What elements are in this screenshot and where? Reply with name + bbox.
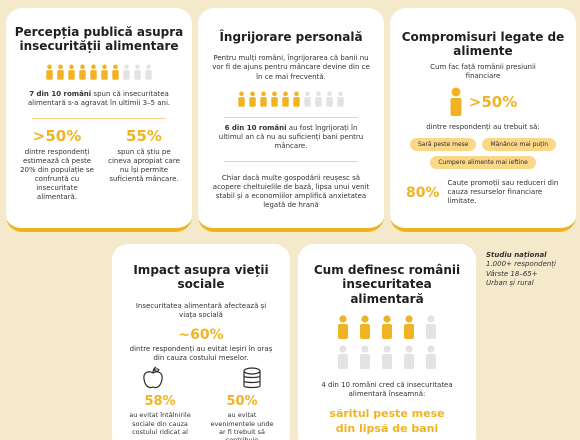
person-icon: [426, 315, 436, 340]
stat-7-of-10: 7 din 10 români spun că insecuritatea al…: [26, 90, 172, 108]
card-definition: Cum definesc românii insecuritatea alime…: [298, 244, 476, 440]
stat-text: au evitat întâlnirile sociale din cauza …: [129, 411, 191, 437]
stat-lead: 6 din 10 români: [224, 123, 287, 132]
person-icon: [260, 91, 267, 107]
divider: [224, 160, 358, 162]
person-icon: [338, 315, 348, 340]
person-icon: [46, 64, 53, 80]
person-icon: [360, 315, 370, 340]
people-icon-grid: [298, 315, 476, 370]
stats-row: >50% dintre respondenți estimează că pes…: [16, 127, 182, 203]
stat-value: 58%: [144, 394, 176, 410]
person-icon: [282, 91, 289, 107]
pill-row-2: Cumpere alimente mai ieftine: [390, 156, 576, 170]
person-icon: [450, 87, 462, 116]
bottom-stat: 80% Caute promoții sau reduceri din cauz…: [406, 179, 562, 206]
person-icon: [68, 64, 75, 80]
people-icon-row: [6, 64, 192, 80]
person-icon: [404, 315, 414, 340]
pill-cheaper-food: Cumpere alimente mai ieftine: [430, 156, 536, 170]
people-icon-row: [198, 91, 384, 107]
stat-value: 80%: [406, 184, 440, 201]
definition-text: 4 din 10 români cred că insecuritatea al…: [321, 381, 453, 399]
person-icon: [123, 64, 130, 80]
stat-value: 50%: [226, 394, 258, 410]
person-icon: [238, 91, 245, 107]
card-social-impact: Impact asupra vieții sociale Insecuritat…: [112, 244, 290, 440]
study-title: Studiu național: [486, 251, 547, 259]
stat-value: 55%: [126, 126, 162, 145]
card-title: Compromisuri legate de alimente: [401, 30, 565, 59]
people-icon-row-2: [298, 345, 476, 370]
person-icon: [382, 345, 392, 370]
card-title: Percepția publică asupra insecurității a…: [14, 25, 184, 54]
study-respondents: 1.000+ respondenți: [486, 260, 556, 269]
value-row: >50%: [390, 87, 576, 117]
intro-text: Insecuritatea alimentară afectează și vi…: [135, 301, 267, 319]
person-icon: [338, 345, 348, 370]
divider: [224, 116, 358, 118]
pill-row-1: Sară peste mese Mănânce mai puțin: [390, 138, 576, 152]
stat-text: au evitat evenimentele unde ar fi trebui…: [210, 411, 274, 440]
card-title: Impact asupra vieții sociale: [133, 263, 269, 292]
person-icon: [404, 345, 414, 370]
person-icon: [360, 345, 370, 370]
person-icon: [249, 91, 256, 107]
stat-text: au fost îngrijorați în ultimul an că nu …: [218, 123, 364, 150]
stat-text: Caute promoții sau reduceri din cauza re…: [447, 179, 559, 206]
card-subtitle: Cum fac față românii presiunii financiar…: [430, 62, 536, 80]
person-icon: [134, 64, 141, 80]
person-icon: [337, 91, 344, 107]
icon-row: [142, 366, 264, 390]
value-text: dintre respondenți au evitat ieșiri în o…: [129, 344, 273, 363]
coins-icon: [243, 367, 261, 389]
stat-text: spun că știu pe cineva apropiat care nu …: [108, 147, 180, 184]
stat-value: >50%: [468, 92, 518, 111]
value-text: dintre respondenți au trebuit să:: [426, 122, 540, 131]
person-icon: [271, 91, 278, 107]
person-icon: [57, 64, 64, 80]
card-title: Îngrijorare personală: [219, 30, 363, 44]
person-icon: [426, 345, 436, 370]
people-icon-row-1: [298, 315, 476, 340]
divider: [32, 117, 166, 119]
intro-text: Pentru mulți români, îngrijorarea că ban…: [212, 54, 370, 81]
stat-55: 55% spun că știu pe cineva apropiat care…: [106, 127, 182, 203]
stat-text: dintre respondenți estimează că peste 20…: [20, 147, 94, 202]
stat-value: ~60%: [178, 326, 224, 343]
bottom-text: Chiar dacă multe gospodării reușesc să a…: [212, 173, 370, 210]
person-icon: [315, 91, 322, 107]
study-area: Urban și rural: [486, 279, 534, 288]
card-public-perception: Percepția publică asupra insecurității a…: [6, 8, 192, 232]
person-icon: [293, 91, 300, 107]
person-icon: [382, 315, 392, 340]
stat-text: spun că insecuritatea alimentară s-a agr…: [27, 89, 171, 107]
card-food-compromises: Compromisuri legate de alimente Cum fac …: [390, 8, 576, 232]
card-title: Cum definesc românii insecuritatea alime…: [313, 263, 461, 306]
definition-highlight: săritul peste mese din lipsă de bani: [329, 407, 445, 436]
person-icon: [326, 91, 333, 107]
stat-value: >50%: [32, 126, 82, 145]
stat-over-50: >50% dintre respondenți estimează că pes…: [16, 127, 98, 203]
stat-6-of-10: 6 din 10 români au fost îngrijorați în u…: [216, 124, 366, 151]
person-icon: [90, 64, 97, 80]
person-icon: [112, 64, 119, 80]
study-note: Studiu național 1.000+ respondenți Vârst…: [486, 251, 576, 289]
stats-row: 58% au evitat întâlnirile sociale din ca…: [126, 394, 276, 440]
person-icon: [79, 64, 86, 80]
stat-50: 50% au evitat evenimentele unde ar fi tr…: [208, 394, 276, 440]
person-icon: [145, 64, 152, 80]
person-icon: [101, 64, 108, 80]
study-ages: Vârste 18–65+: [486, 269, 538, 278]
pill-skip-meals: Sară peste mese: [409, 138, 477, 152]
pill-eat-less: Mănânce mai puțin: [482, 138, 557, 152]
person-icon: [304, 91, 311, 107]
stat-lead: 7 din 10 români: [29, 89, 92, 98]
apple-icon: [143, 366, 163, 389]
stat-58: 58% au evitat întâlnirile sociale din ca…: [126, 394, 194, 440]
card-personal-worry: Îngrijorare personală Pentru mulți român…: [198, 8, 384, 232]
